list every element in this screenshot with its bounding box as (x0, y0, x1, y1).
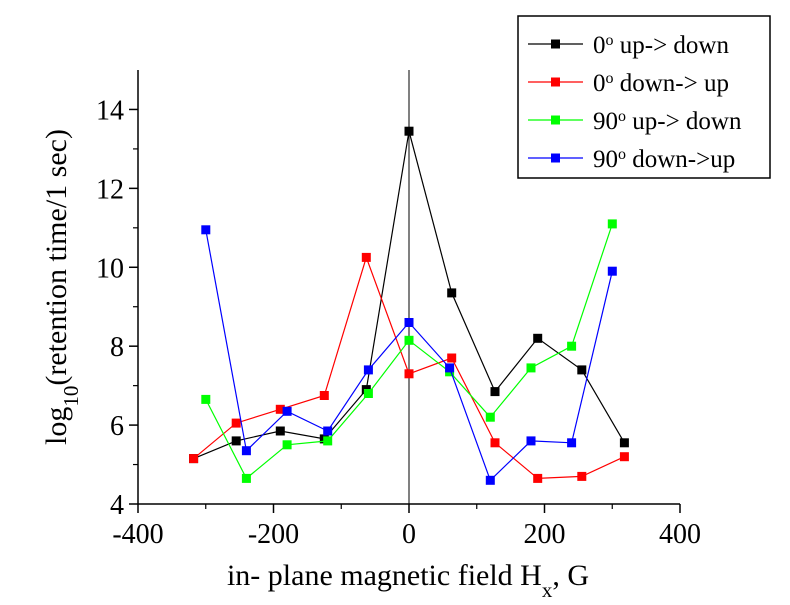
legend-label: 0o up-> down (593, 32, 729, 60)
legend-label-text: down->up (626, 146, 735, 173)
x-tick-label: -200 (248, 519, 299, 550)
data-point (363, 389, 373, 398)
y-tick-label: 6 (110, 411, 124, 442)
data-point (404, 126, 414, 136)
data-point (275, 426, 285, 436)
legend-item: 90o down->up (528, 146, 735, 174)
legend-label-degree: o (618, 146, 626, 163)
data-point (490, 438, 500, 448)
data-point (485, 412, 495, 422)
data-point (282, 440, 292, 450)
legend-item: 90o up-> down (528, 108, 742, 136)
data-point (404, 369, 414, 379)
legend-label-text: up-> down (614, 32, 730, 59)
data-point (241, 446, 251, 456)
data-point (619, 452, 629, 462)
data-point (241, 473, 251, 483)
data-point (323, 436, 333, 446)
legend-item: 0o up-> down (528, 32, 729, 60)
legend-label-degree: o (606, 32, 614, 49)
legend-label-number: 0 (593, 70, 606, 97)
data-point (447, 288, 457, 298)
data-point (490, 387, 500, 397)
y-tick-label: 4 (110, 490, 124, 521)
legend-label-number: 0 (593, 32, 606, 59)
legend-label-text: up-> down (626, 108, 742, 135)
data-point (319, 391, 329, 400)
data-point (567, 341, 577, 351)
data-point (275, 404, 285, 414)
data-point (447, 353, 457, 363)
y-ticks: 4 6 8 10 12 14 (96, 95, 138, 521)
data-point (404, 335, 414, 345)
plot-area (189, 70, 629, 504)
legend-marker (551, 77, 560, 87)
data-point (533, 333, 543, 343)
legend-item: 0o down-> up (528, 70, 729, 98)
x-tick-label: 0 (402, 519, 416, 550)
data-point (567, 438, 577, 448)
x-tick-label: 200 (524, 519, 566, 550)
legend-label-number: 90 (593, 146, 618, 173)
data-point (231, 418, 241, 428)
data-point (526, 436, 536, 446)
y-axis-title: log10(retention time/1 sec) (40, 129, 83, 445)
x-tick-label: 400 (659, 519, 701, 550)
data-point (577, 365, 587, 375)
data-point (526, 363, 536, 373)
y-tick-label: 10 (96, 253, 124, 284)
legend-label: 0o down-> up (593, 70, 729, 98)
x-tick-label: -400 (112, 519, 163, 550)
legend-label-number: 90 (593, 108, 618, 135)
data-point (607, 266, 617, 276)
legend-marker (551, 39, 560, 49)
x-axis-title-sub: x (542, 578, 553, 602)
legend-label-degree: o (606, 70, 614, 87)
data-point (445, 363, 455, 373)
y-axis-title-prefix: log (40, 407, 73, 445)
legend-label: 90o down->up (593, 146, 735, 174)
data-point (189, 454, 199, 464)
y-axis-title-sub: 10 (59, 386, 83, 407)
x-axis-title: in- plane magnetic field Hx, G (227, 559, 589, 602)
data-point (619, 438, 629, 448)
x-axis-title-main: in- plane magnetic field H (227, 559, 542, 592)
data-point (361, 252, 371, 262)
legend-label: 90o up-> down (593, 108, 742, 136)
y-axis-title-suffix: (retention time/1 sec) (40, 129, 73, 386)
series-layer (189, 126, 629, 485)
data-point (363, 365, 373, 375)
series-4 (201, 225, 617, 485)
data-point (485, 475, 495, 485)
legend-marker (551, 115, 560, 125)
data-point (201, 225, 211, 235)
data-point (404, 318, 414, 327)
data-point (231, 436, 241, 446)
data-point (282, 406, 292, 416)
y-tick-label: 8 (110, 332, 124, 363)
legend-marker (551, 153, 560, 163)
series-2 (189, 252, 629, 483)
x-ticks: -400 -200 0 200 400 (112, 504, 701, 550)
x-axis-title-suffix: , G (552, 559, 589, 592)
legend-label-degree: o (618, 108, 626, 125)
data-point (607, 219, 617, 229)
y-tick-label: 12 (96, 174, 124, 205)
data-point (201, 394, 211, 404)
legend-label-text: down-> up (614, 70, 729, 97)
data-point (577, 471, 587, 481)
data-point (323, 426, 333, 436)
axes: -400 -200 0 200 400 4 6 8 10 12 14 (96, 70, 701, 550)
data-point (533, 473, 543, 483)
y-tick-label: 14 (96, 95, 124, 126)
